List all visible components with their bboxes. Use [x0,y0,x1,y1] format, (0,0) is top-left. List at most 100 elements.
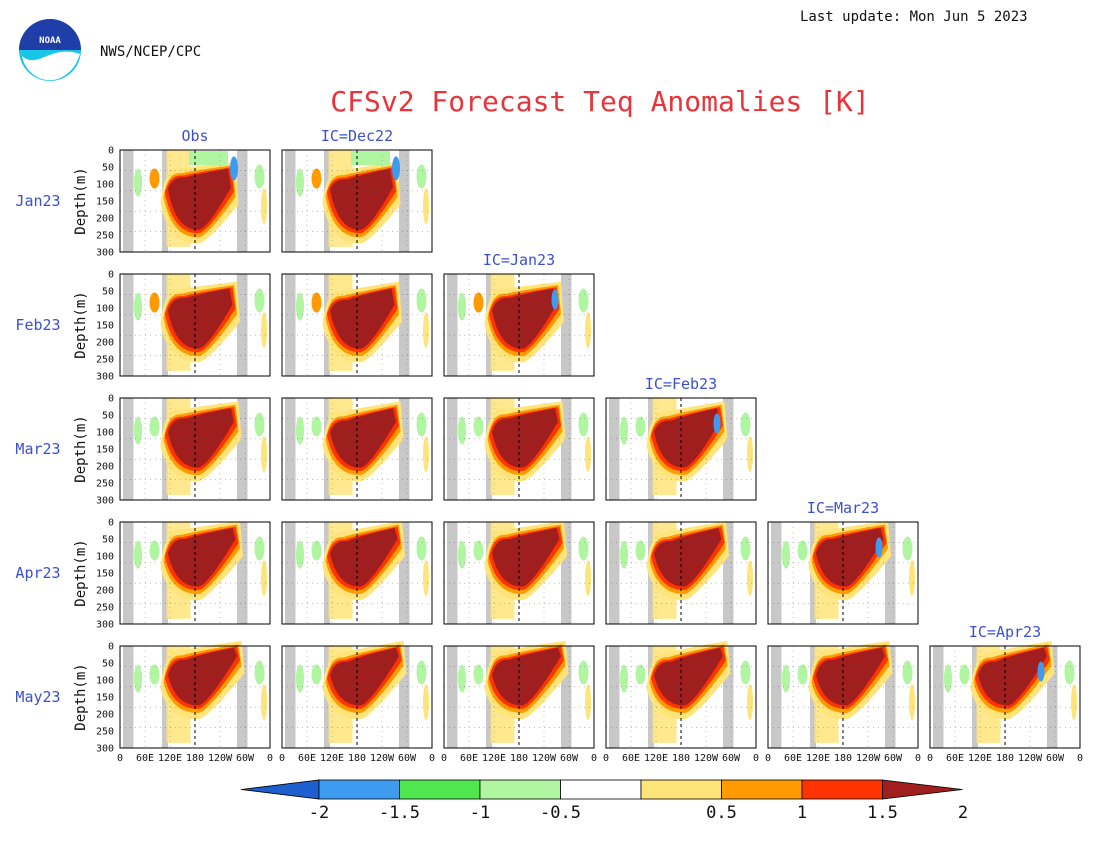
y-tick-label: 250 [96,231,114,242]
colorbar-swatch [479,779,561,800]
x-tick-label: 0 [441,753,447,764]
row-label: May23 [15,688,60,706]
colorbar: -2 -1.5 -1 -0.5 0.5 1 1.5 2 [240,779,968,823]
chart-title: CFSv2 Forecast Teq Anomalies [K] [330,85,869,118]
column-header: Obs [181,127,208,145]
y-axis-jan23: 0 50 100 150 200 250 300 Depth(m) Jan23 [15,146,114,259]
colorbar-high-arrow [882,779,963,800]
y-axis-label: Depth(m) [73,663,89,730]
panel-may23-2: 0 60E 120E 180 120W 60W 0 [441,640,597,764]
x-tick-label: 120W [532,753,557,764]
x-tick-label: 120W [208,753,233,764]
y-axis-label: Depth(m) [73,167,89,234]
y-tick-label: 150 [96,197,114,208]
x-tick-label: 0 [117,753,123,764]
x-tick-label: 60W [236,753,255,764]
x-tick-label: 120E [968,753,992,764]
agency-label: NWS/NCEP/CPC [100,44,201,60]
y-tick-label: 0 [108,394,114,405]
panel-jan23-0: Obs [119,127,271,253]
colorbar-swatch [721,779,803,800]
panel-mar23-3: IC=Feb23 [605,375,757,501]
colorbar-label: -1 [470,803,490,823]
x-tick-label: 60E [460,753,478,764]
x-tick-label: 0 [927,753,933,764]
y-axis-label: Depth(m) [73,415,89,482]
colorbar-label: -2 [309,803,329,823]
x-tick-label: 180 [186,753,204,764]
y-tick-label: 300 [96,372,114,383]
y-tick-label: 50 [102,535,114,546]
x-tick-label: 180 [834,753,852,764]
panel-may23-0: 0 60E 120E 180 120W 60W 0 [117,640,273,764]
panel-feb23-1 [281,273,433,377]
y-tick-label: 150 [96,569,114,580]
x-tick-label: 120E [806,753,830,764]
y-axis-apr23: 0 50 100 150 200 250 300 Depth(m) Apr23 [15,518,114,631]
column-header: IC=Feb23 [645,375,717,393]
x-tick-label: 120E [482,753,506,764]
x-tick-label: 0 [1077,753,1083,764]
y-tick-label: 200 [96,710,114,721]
x-tick-label: 180 [672,753,690,764]
panel-feb23-2: IC=Jan23 [443,251,595,377]
y-tick-label: 50 [102,287,114,298]
x-tick-label: 0 [279,753,285,764]
y-tick-label: 100 [96,552,114,563]
panel-may23-3: 0 60E 120E 180 120W 60W 0 [603,640,759,764]
x-tick-label: 180 [996,753,1014,764]
y-tick-label: 100 [96,428,114,439]
panel-apr23-3 [605,521,757,625]
y-tick-label: 150 [96,693,114,704]
y-tick-label: 50 [102,659,114,670]
colorbar-label: -0.5 [540,803,581,823]
column-header: IC=Dec22 [321,127,393,145]
x-tick-label: 120E [158,753,182,764]
x-tick-label: 0 [591,753,597,764]
y-tick-label: 300 [96,744,114,755]
panel-apr23-4: IC=Mar23 [767,499,919,625]
x-tick-label: 0 [765,753,771,764]
y-tick-label: 0 [108,270,114,281]
y-axis-mar23: 0 50 100 150 200 250 300 Depth(m) Mar23 [15,394,114,507]
last-update-label: Last update: Mon Jun 5 2023 [800,9,1028,25]
colorbar-label: -1.5 [379,803,420,823]
panel-feb23-0 [119,273,271,377]
y-tick-label: 100 [96,304,114,315]
y-tick-label: 100 [96,676,114,687]
colorbar-swatch [318,779,400,800]
y-tick-label: 50 [102,163,114,174]
x-tick-label: 120W [370,753,395,764]
noaa-logo-icon: NOAA [19,19,81,81]
x-tick-label: 120W [1018,753,1043,764]
colorbar-label: 1.5 [867,803,898,823]
y-tick-label: 0 [108,146,114,157]
x-tick-label: 180 [510,753,528,764]
x-tick-label: 60E [946,753,964,764]
colorbar-swatch [801,779,883,800]
x-tick-label: 0 [753,753,759,764]
x-tick-label: 0 [267,753,273,764]
row-label: Jan23 [15,192,60,210]
y-tick-label: 0 [108,518,114,529]
colorbar-low-arrow [240,779,320,800]
panel-apr23-1 [281,521,433,625]
y-tick-label: 200 [96,214,114,225]
y-tick-label: 250 [96,603,114,614]
panel-apr23-2 [443,521,595,625]
noaa-logo-text: NOAA [39,36,61,46]
x-tick-label: 120W [856,753,881,764]
y-tick-label: 200 [96,338,114,349]
x-tick-label: 60E [298,753,316,764]
colorbar-swatch [560,779,642,800]
panel-mar23-0 [119,397,271,501]
row-label: Mar23 [15,440,60,458]
colorbar-swatch [640,779,722,800]
y-tick-label: 300 [96,620,114,631]
x-tick-label: 60E [136,753,154,764]
x-tick-label: 0 [915,753,921,764]
y-tick-label: 200 [96,586,114,597]
panel-jan23-1: IC=Dec22 [281,127,433,253]
y-axis-label: Depth(m) [73,291,89,358]
